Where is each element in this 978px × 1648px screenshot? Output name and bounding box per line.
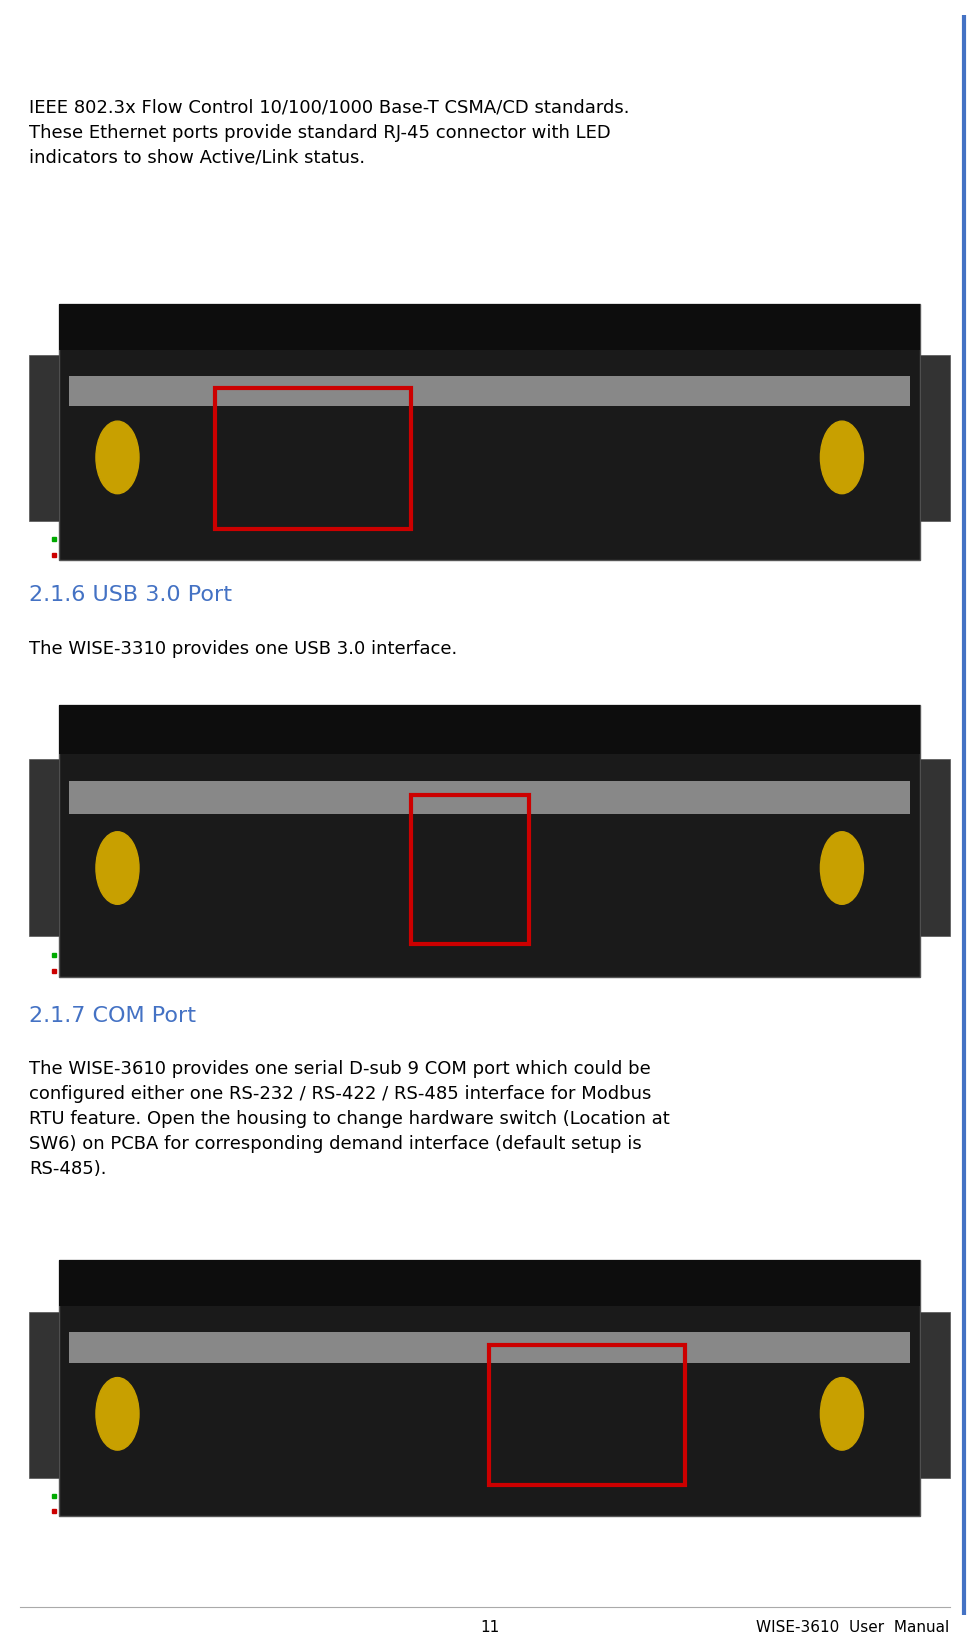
FancyBboxPatch shape: [919, 760, 949, 936]
Text: WISE-3610  User  Manual: WISE-3610 User Manual: [756, 1618, 949, 1635]
FancyBboxPatch shape: [919, 1312, 949, 1478]
FancyBboxPatch shape: [919, 356, 949, 522]
FancyBboxPatch shape: [59, 705, 919, 977]
Text: 2.1.7 COM Port: 2.1.7 COM Port: [29, 1005, 197, 1025]
Circle shape: [96, 832, 139, 905]
Circle shape: [96, 422, 139, 494]
Text: The WISE-3310 provides one USB 3.0 interface.: The WISE-3310 provides one USB 3.0 inter…: [29, 639, 457, 658]
Text: 2.1.6 USB 3.0 Port: 2.1.6 USB 3.0 Port: [29, 585, 232, 605]
Circle shape: [820, 422, 863, 494]
FancyBboxPatch shape: [59, 1261, 919, 1307]
Text: IEEE 802.3x Flow Control 10/100/1000 Base-T CSMA/CD standards.
These Ethernet po: IEEE 802.3x Flow Control 10/100/1000 Bas…: [29, 99, 629, 166]
Circle shape: [820, 1378, 863, 1450]
FancyBboxPatch shape: [68, 1332, 910, 1363]
FancyBboxPatch shape: [68, 781, 910, 814]
FancyBboxPatch shape: [59, 1261, 919, 1516]
FancyBboxPatch shape: [29, 760, 59, 936]
FancyBboxPatch shape: [29, 1312, 59, 1478]
FancyBboxPatch shape: [68, 376, 910, 407]
Text: The WISE-3610 provides one serial D-sub 9 COM port which could be
configured eit: The WISE-3610 provides one serial D-sub …: [29, 1060, 669, 1178]
FancyBboxPatch shape: [59, 305, 919, 351]
FancyBboxPatch shape: [59, 305, 919, 560]
Circle shape: [820, 832, 863, 905]
FancyBboxPatch shape: [59, 705, 919, 755]
Text: 11: 11: [479, 1618, 499, 1635]
Circle shape: [96, 1378, 139, 1450]
FancyBboxPatch shape: [29, 356, 59, 522]
